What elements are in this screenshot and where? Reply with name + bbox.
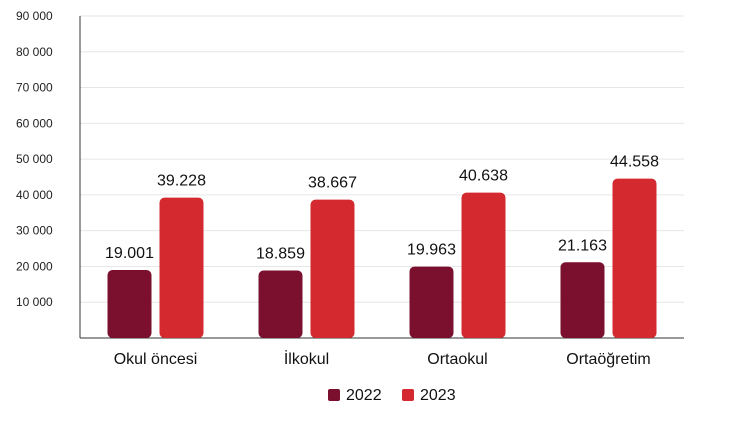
- y-tick-label: 90 000: [16, 9, 53, 23]
- bar-2022: [560, 262, 605, 338]
- data-label: 39.228: [157, 173, 206, 190]
- data-label: 18.859: [256, 246, 305, 263]
- y-tick-label: 60 000: [16, 116, 53, 130]
- x-tick-label: Ortaokul: [427, 351, 487, 368]
- legend-swatch-2022: [328, 389, 340, 401]
- legend-label: 2023: [420, 387, 456, 404]
- bar-2023: [461, 192, 506, 338]
- x-tick-label: Okul öncesi: [114, 351, 198, 368]
- y-tick-label: 20 000: [16, 259, 53, 273]
- bar-2022: [409, 266, 454, 338]
- bars: [107, 178, 657, 338]
- y-tick-label: 10 000: [16, 295, 53, 309]
- legend-swatch-2023: [402, 389, 414, 401]
- bar-2023: [159, 197, 204, 338]
- data-label: 44.558: [610, 154, 659, 171]
- x-tick-label: İlkokul: [284, 349, 329, 368]
- data-label: 38.667: [308, 175, 357, 192]
- y-tick-label: 70 000: [16, 81, 53, 95]
- y-tick-label: 50 000: [16, 152, 53, 166]
- data-label: 19.001: [105, 245, 154, 262]
- x-tick-label: Ortaöğretim: [566, 351, 650, 368]
- bar-2023: [612, 178, 657, 338]
- y-tick-label: 40 000: [16, 188, 53, 202]
- data-labels: 19.001 39.228 18.859 38.667 19.963 40.638 21.1…: [105, 154, 659, 263]
- legend: 2022 2023: [328, 387, 456, 404]
- y-tick-label: 30 000: [16, 224, 53, 238]
- data-label: 19.963: [407, 242, 456, 259]
- data-label: 21.163: [558, 237, 607, 254]
- bar-2023: [310, 199, 355, 338]
- y-tick-label: 80 000: [16, 45, 53, 59]
- x-axis-labels: Okul öncesi İlkokul Ortaokul Ortaöğretim: [114, 349, 651, 368]
- bar-2022: [107, 270, 152, 338]
- y-axis: 10 000 20 000 30 000 40 000 50 000 60 000 70 0…: [16, 9, 81, 338]
- legend-label: 2022: [346, 387, 382, 404]
- bar-2022: [258, 270, 303, 338]
- data-label: 40.638: [459, 168, 508, 185]
